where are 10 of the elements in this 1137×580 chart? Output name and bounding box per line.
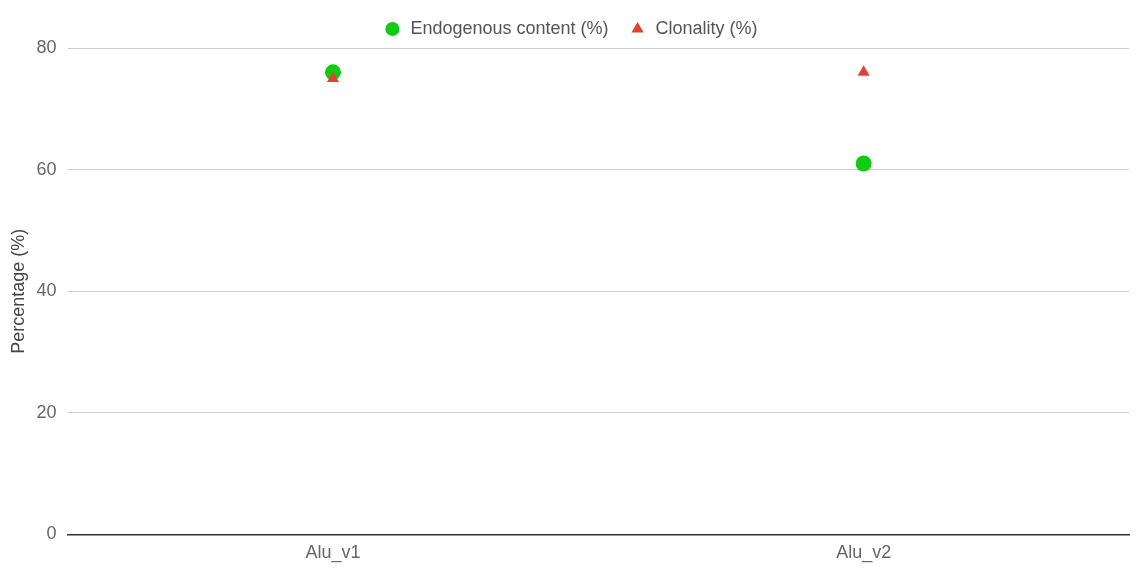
y-axis-title: Percentage (%) [7, 228, 28, 354]
x-tick-label: Alu_v1 [305, 542, 361, 564]
y-tick-label: 20 [36, 401, 57, 422]
legend-label: Clonality (%) [655, 17, 758, 38]
y-tick-label: 0 [46, 523, 57, 544]
y-tick-label: 60 [36, 158, 57, 179]
legend-label: Endogenous content (%) [410, 17, 609, 38]
y-tick-label: 40 [36, 280, 57, 301]
y-tick-label: 80 [36, 36, 57, 57]
x-tick-label: Alu_v2 [836, 542, 892, 564]
